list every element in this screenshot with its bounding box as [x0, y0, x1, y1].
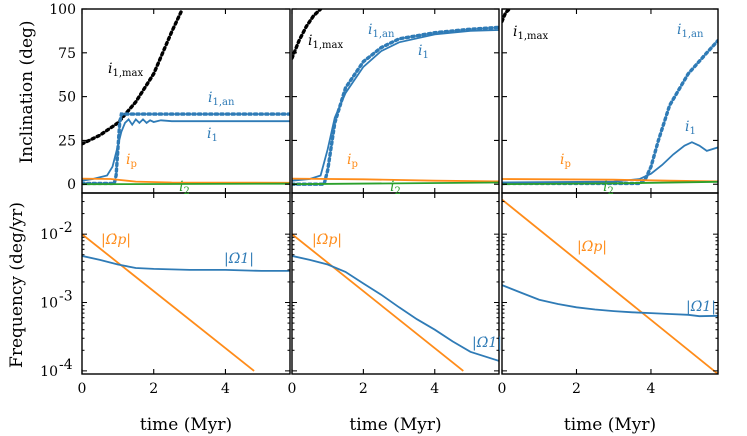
label-omega-1-col1: |Ω̇1|	[224, 251, 254, 267]
label-omega-1-col2: |Ω̇1|	[472, 335, 502, 351]
y-tick-label-bottom: 10	[40, 364, 58, 380]
x-tick-label: 4	[430, 381, 439, 397]
y-tick-label-top: 0	[67, 177, 76, 193]
frequency-plot-3	[502, 198, 718, 374]
series-i1-an-col1	[82, 112, 290, 186]
x-tick-label: 0	[78, 381, 87, 397]
y-tick-label-top: 100	[49, 2, 76, 18]
series-ip-col3	[502, 178, 718, 183]
label-i1-an-col1: i1,an	[208, 90, 235, 108]
x-tick-label: 4	[647, 381, 656, 397]
inclination-plot-1	[82, 9, 290, 186]
label-i1-col2: i1	[418, 43, 429, 61]
series-omega-p-col2	[292, 233, 464, 372]
label-i1-an-col3: i1,an	[677, 22, 704, 40]
label-omega-p-col3: |Ω̇p|	[577, 239, 607, 255]
x-tick-label: 2	[149, 381, 158, 397]
inclination-plot-3	[502, 9, 718, 186]
label-i1-an-col2: i1,an	[368, 22, 395, 40]
series-i1-col1	[82, 118, 290, 182]
label-i2-col3: i2	[603, 179, 614, 197]
series-omega-1-col3	[502, 284, 718, 318]
y-tick-label-exponent: -2	[59, 220, 73, 236]
x-tick-label: 0	[498, 381, 507, 397]
inclination-plot-2	[292, 9, 499, 186]
panel-col-2: 0 2 4 time (Myr) i1,max i1,an i1 ip i2 |Ω̇p| |Ω̇1|	[288, 8, 502, 435]
label-i1-col1: i1	[207, 126, 218, 144]
y-tick-label-bottom: 10	[40, 296, 58, 312]
x-tick-label: 2	[572, 381, 581, 397]
x-axis-label-1: time (Myr)	[140, 415, 232, 435]
label-i1-max-col3: i1,max	[513, 24, 548, 42]
x-axis-label-2: time (Myr)	[349, 415, 441, 435]
label-omega-p-col1: |Ω̇p|	[101, 232, 131, 248]
series-ip-col1	[82, 177, 290, 184]
series-i1-col2	[292, 29, 499, 182]
y-tick-label-bottom: 10	[40, 227, 58, 243]
frequency-plot-2	[292, 233, 499, 372]
label-ip-col3: ip	[560, 152, 571, 170]
y-tick-label-exponent: -3	[59, 289, 73, 305]
x-tick-label: 4	[221, 381, 230, 397]
series-i1-max-col3	[502, 9, 512, 23]
label-i1-max-col2: i1,max	[308, 33, 343, 51]
label-i2-col2: i2	[390, 179, 401, 197]
series-i1-max-col1	[82, 9, 185, 146]
frame-bottom-3	[501, 192, 719, 375]
y-tick-label-top: 25	[58, 133, 76, 149]
series-i1-an-col3	[502, 38, 718, 186]
label-ip-col1: ip	[126, 152, 137, 170]
series-omega-1-col2	[292, 255, 499, 362]
label-omega-1-col3: |Ω̇1|	[686, 299, 716, 315]
y-tick-label-top: 50	[58, 90, 76, 106]
x-tick-label: 0	[288, 381, 297, 397]
label-ip-col2: ip	[347, 152, 358, 170]
frame-bottom-1	[81, 192, 291, 375]
y-tick-label-top: 75	[58, 46, 76, 62]
series-omega-1-col1	[82, 255, 290, 272]
series-i2-col3	[502, 180, 718, 186]
series-i1-col3	[502, 141, 718, 184]
label-i1-col3: i1	[685, 119, 696, 137]
label-omega-p-col2: |Ω̇p|	[312, 232, 342, 248]
label-i1-max-col1: i1,max	[108, 61, 143, 79]
frequency-plot-1	[82, 233, 290, 372]
label-i2-col1: i2	[179, 179, 190, 197]
series-ip-col2	[292, 177, 499, 183]
frame-bottom-2	[291, 192, 500, 375]
series-omega-p-col3	[502, 198, 718, 374]
series-i1-an-col2	[292, 25, 499, 186]
series-i1-max-col2	[292, 9, 323, 60]
y-tick-label-exponent: -4	[59, 357, 73, 373]
top-row-ylabel: Inclination (deg)	[17, 20, 37, 163]
x-axis-label-3: time (Myr)	[564, 415, 656, 435]
panel-col-3: 0 2 4 time (Myr) i1,max i1,an i1 ip i2 |Ω̇p| |Ω̇1|	[498, 8, 719, 435]
x-tick-label: 2	[359, 381, 368, 397]
series-i2-col2	[292, 181, 499, 186]
bottom-row-ylabel: Frequency (deg/yr)	[7, 202, 27, 368]
series-i2-col1	[82, 182, 290, 186]
series-omega-p-col1	[82, 233, 255, 372]
